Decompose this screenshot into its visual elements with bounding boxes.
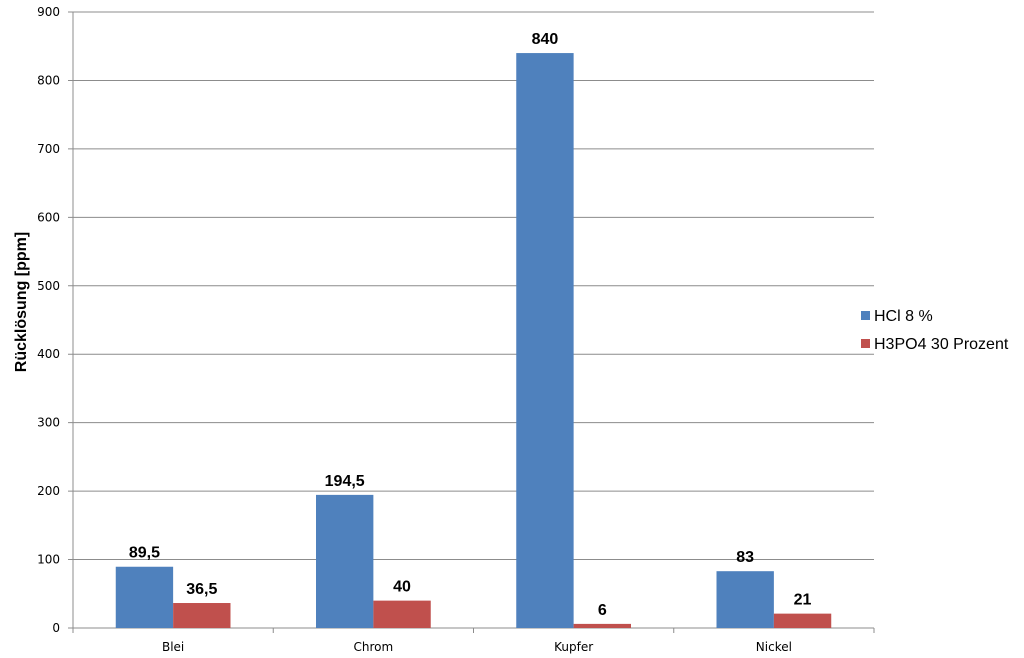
y-tick-label: 600 — [37, 210, 60, 224]
data-label: 21 — [794, 592, 812, 609]
y-axis-title: Rücklösung [ppm] — [13, 232, 30, 372]
data-label: 6 — [598, 602, 607, 619]
y-axis-ticks: 0 100 200 300 400 500 600 700 800 900 — [37, 5, 60, 635]
x-tick-label: Nickel — [756, 640, 792, 654]
bar — [516, 53, 574, 629]
y-tick-label: 300 — [37, 416, 60, 430]
bar — [316, 494, 374, 628]
y-tick-label: 900 — [37, 5, 60, 19]
y-tick-label: 200 — [37, 484, 60, 498]
y-tick-label: 700 — [37, 142, 60, 156]
bar — [573, 623, 631, 628]
x-tick-label: Kupfer — [554, 640, 593, 654]
x-tick-label: Blei — [162, 640, 184, 654]
bar — [373, 600, 431, 628]
data-label: 194,5 — [325, 473, 365, 490]
legend: HCl 8 % H3PO4 30 Prozent — [861, 308, 1009, 353]
bar — [115, 566, 174, 628]
gridlines — [68, 11, 874, 629]
bar — [716, 571, 774, 628]
y-tick-label: 500 — [37, 279, 60, 293]
legend-swatch — [861, 311, 870, 320]
data-label: 83 — [736, 549, 754, 566]
data-label: 89,5 — [129, 545, 160, 562]
legend-label: HCl 8 % — [874, 308, 933, 325]
x-tick-label: Chrom — [354, 640, 394, 654]
data-label: 40 — [393, 579, 411, 596]
x-axis: Blei Chrom Kupfer Nickel — [72, 12, 875, 654]
bar — [773, 613, 832, 628]
data-labels: 89,5 194,5 840 83 36,5 40 6 21 — [129, 31, 812, 619]
legend-label: H3PO4 30 Prozent — [874, 336, 1009, 353]
data-label: 840 — [532, 31, 559, 48]
bar — [173, 603, 231, 628]
y-tick-label: 0 — [52, 621, 60, 635]
data-label: 36,5 — [186, 581, 217, 598]
y-tick-label: 100 — [37, 553, 60, 567]
legend-swatch — [861, 339, 870, 348]
bars — [115, 53, 832, 629]
y-tick-label: 400 — [37, 347, 60, 361]
y-tick-label: 800 — [37, 73, 60, 87]
